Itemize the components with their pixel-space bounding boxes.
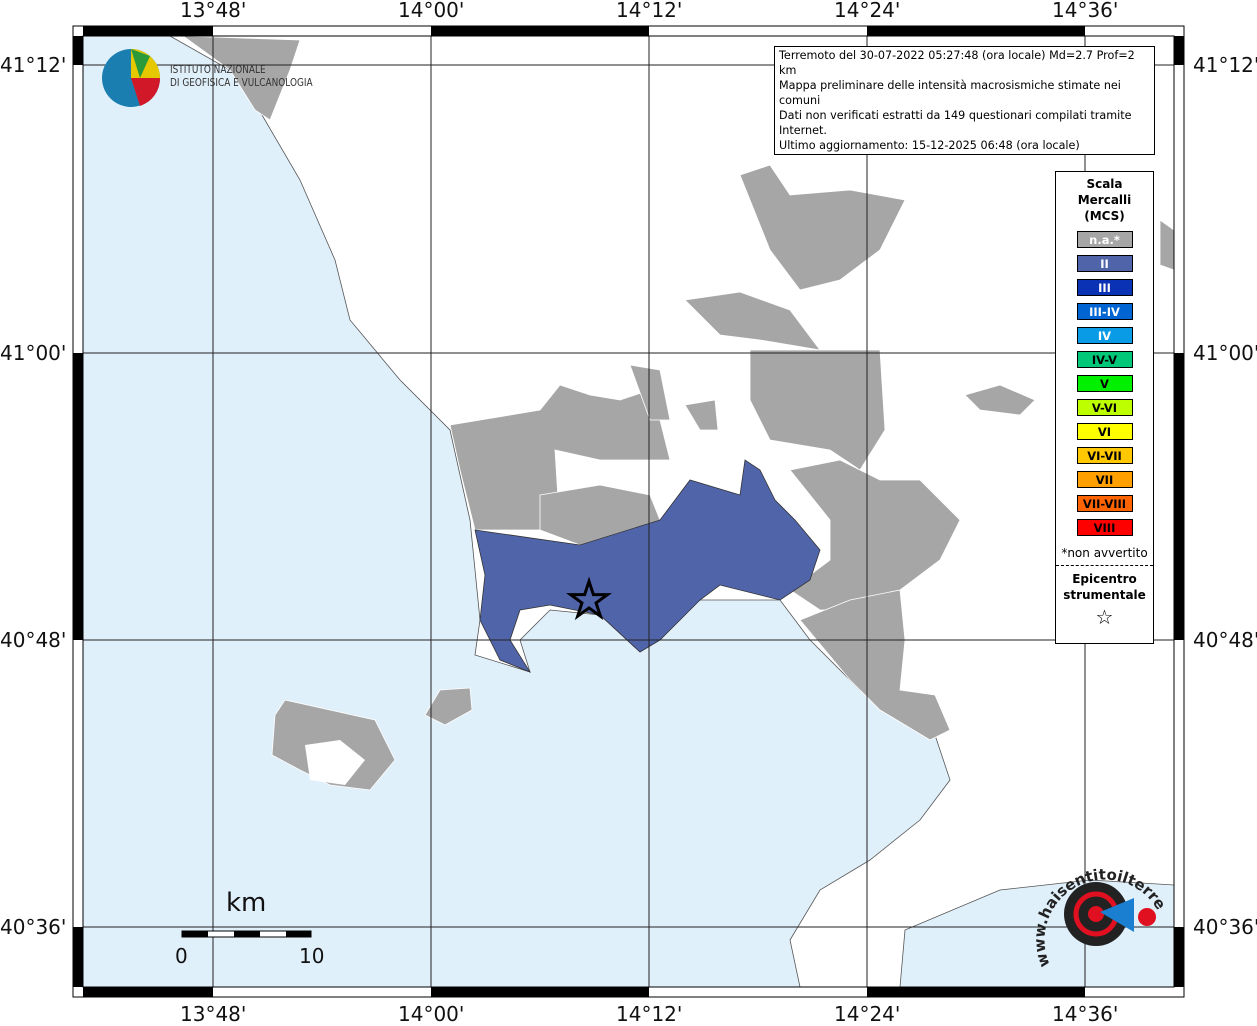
axis-left-label: 41°12' <box>0 53 67 77</box>
ingv-name-line: ISTITUTO NAZIONALE <box>170 64 266 76</box>
axis-top-label: 13°48' <box>180 0 247 22</box>
legend-swatch-vi-vii: VI-VII <box>1076 447 1133 464</box>
scale-max: 10 <box>299 944 325 968</box>
axis-left-label: 40°36' <box>0 915 67 939</box>
haisentito-logo <box>1064 882 1156 946</box>
ingv-logo-text: ISTITUTO NAZIONALE DI GEOFISICA E VULCAN… <box>170 64 313 90</box>
map-frame <box>72 25 1185 998</box>
comuni-na <box>181 35 1175 791</box>
axis-bottom-label: 14°24' <box>834 1002 901 1026</box>
axis-right-label: 41°00' <box>1193 341 1257 365</box>
last-update: Ultimo aggiornamento: 15-12-2025 06:48 (… <box>779 139 1080 152</box>
legend-divider <box>1056 565 1153 566</box>
legend-swatch-iv-v: IV-V <box>1076 351 1133 368</box>
epicentre-label-line: Epicentro <box>1072 572 1137 586</box>
legend-swatch-iii: III <box>1076 279 1133 296</box>
legend-swatch-v: V <box>1076 375 1133 392</box>
legend-swatch-ii: II <box>1076 255 1133 272</box>
legend-swatch-n-a-: n.a.* <box>1076 231 1133 248</box>
scale-min: 0 <box>175 944 188 968</box>
haisentito-url: www.haisentitoilterremoto.it <box>1030 855 1170 970</box>
event-line: Terremoto del 30-07-2022 05:27:48 (ora l… <box>779 49 1135 77</box>
ingv-logo-globe <box>102 49 161 107</box>
legend-swatch-viii: VIII <box>1076 519 1133 536</box>
scale-unit: km <box>226 888 267 918</box>
axis-top-label: 14°24' <box>834 0 901 22</box>
ischia-white <box>305 740 365 785</box>
legend-swatch-iv: IV <box>1076 327 1133 344</box>
epicentre-label: Epicentro strumentale <box>1056 571 1153 603</box>
haisentito-logo-text: www.haisentitoilterremoto.it <box>1030 855 1170 970</box>
epicentre-label-line: strumentale <box>1063 588 1146 602</box>
legend-swatch-iii-iv: III-IV <box>1076 303 1133 320</box>
axis-bottom-label: 13°48' <box>180 1002 247 1026</box>
axis-left-label: 41°00' <box>0 341 67 365</box>
axis-right-label: 40°48' <box>1193 628 1257 652</box>
legend-swatch-v-vi: V-VI <box>1076 399 1133 416</box>
event-info-box: Terremoto del 30-07-2022 05:27:48 (ora l… <box>774 46 1155 155</box>
scale-bar <box>181 930 312 938</box>
axis-top-label: 14°36' <box>1052 0 1119 22</box>
map-description: Mappa preliminare delle intensità macros… <box>779 79 1121 107</box>
axis-left-label: 40°48' <box>0 628 67 652</box>
mcs-legend: Scala Mercalli (MCS) n.a.* II III III-IV IV I… <box>1055 171 1154 644</box>
legend-swatch-vii-viii: VII-VIII <box>1076 495 1133 512</box>
ingv-name-line: DI GEOFISICA E VULCANOLOGIA <box>170 77 313 89</box>
epicentre-star: ★ <box>567 572 610 628</box>
svg-text:www.haisentitoilterremoto.it: www.haisentitoilterremoto.it <box>1030 855 1170 970</box>
axis-right-label: 41°12' <box>1193 53 1257 77</box>
data-source: Dati non verificati estratti da 149 ques… <box>779 109 1132 137</box>
legend-title: Scala Mercalli (MCS) <box>1056 176 1153 224</box>
axis-bottom-label: 14°00' <box>398 1002 465 1026</box>
axis-right-label: 40°36' <box>1193 915 1257 939</box>
axis-top-label: 14°00' <box>398 0 465 22</box>
legend-title-line: Mercalli <box>1077 193 1132 207</box>
legend-swatch-vi: VI <box>1076 423 1133 440</box>
legend-note: *non avvertito <box>1061 546 1148 560</box>
comuni-intensity-ii <box>474 459 821 673</box>
star-icon: ☆ <box>1095 605 1114 629</box>
axis-bottom-label: 14°12' <box>616 1002 683 1026</box>
legend-title-line: (MCS) <box>1084 209 1125 223</box>
legend-title-line: Scala <box>1086 177 1123 191</box>
legend-swatch-vii: VII <box>1076 471 1133 488</box>
axis-top-label: 14°12' <box>616 0 683 22</box>
axis-bottom-label: 14°36' <box>1052 1002 1119 1026</box>
